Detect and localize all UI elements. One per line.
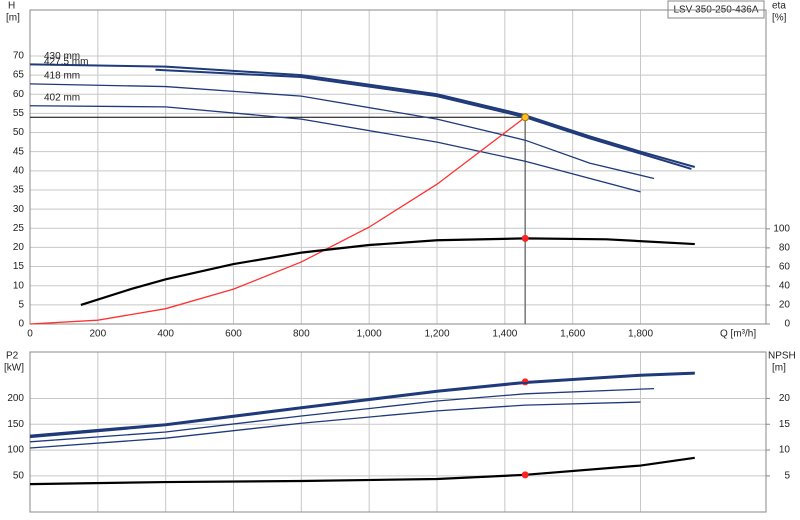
curve: [29, 456, 695, 486]
curve: [29, 401, 641, 449]
y-tick-label: 15: [13, 261, 25, 272]
curve: [29, 105, 641, 193]
y-tick-label: 20: [13, 242, 25, 253]
curve: [80, 237, 695, 307]
y-tick-label: 35: [13, 185, 25, 196]
y-unit: [kW]: [4, 363, 24, 374]
y2-tick-label: 0: [784, 319, 790, 330]
duty-point: [521, 113, 530, 122]
y-tick-label: 200: [7, 393, 24, 404]
y-tick-label: 70: [13, 51, 25, 62]
y2-tick-label: 40: [779, 281, 791, 292]
y-label: P2: [6, 351, 19, 362]
curve: [29, 372, 695, 439]
x-tick-label: 1,400: [492, 329, 517, 340]
y-tick-label: 25: [13, 223, 25, 234]
curve: [29, 387, 655, 443]
x-label: Q [m³/h]: [720, 329, 756, 340]
x-tick-label: 1,800: [628, 329, 653, 340]
y2-unit: [%]: [772, 13, 787, 24]
y2-tick-label: 20: [779, 300, 791, 311]
curve: [155, 68, 692, 170]
y-tick-label: 65: [13, 70, 25, 81]
y-tick-label: 60: [13, 89, 25, 100]
x-tick-label: 200: [89, 329, 106, 340]
y-label: H: [8, 1, 15, 12]
y-unit: [m]: [6, 13, 20, 24]
y-tick-label: 40: [13, 165, 25, 176]
x-tick-label: 1,000: [357, 329, 382, 340]
y-tick-label: 0: [18, 319, 24, 330]
y2-tick-label: 15: [779, 419, 791, 430]
x-tick-label: 800: [293, 329, 310, 340]
curve: [29, 83, 655, 180]
x-tick-label: 600: [225, 329, 242, 340]
y-tick-label: 50: [13, 127, 25, 138]
y2-tick-label: 100: [773, 223, 790, 234]
duty-marker: [521, 471, 529, 479]
x-tick-label: 1,200: [424, 329, 449, 340]
curve-label: 418 mm: [44, 71, 80, 82]
y2-tick-label: 20: [779, 393, 791, 404]
y-tick-label: 10: [13, 280, 25, 291]
x-tick-label: 1,600: [560, 329, 585, 340]
y2-tick-label: 10: [779, 445, 791, 456]
y-tick-label: 150: [7, 419, 24, 430]
curve: [29, 116, 526, 325]
y2-label: NPSH: [768, 351, 796, 362]
y2-tick-label: 80: [779, 243, 791, 254]
y2-tick-label: 5: [784, 471, 790, 482]
curve: [29, 63, 696, 168]
y2-label: eta: [772, 1, 786, 12]
y2-tick-label: 60: [779, 262, 791, 273]
y2-unit: [m]: [772, 363, 786, 374]
y-tick-label: 55: [13, 108, 25, 119]
curve: [29, 371, 695, 437]
plot-frame: [29, 351, 767, 513]
x-tick-label: 0: [27, 329, 33, 340]
x-tick-label: 400: [157, 329, 174, 340]
y-tick-label: 5: [18, 299, 24, 310]
y-tick-label: 100: [7, 445, 24, 456]
plot-frame: [29, 9, 767, 325]
curve-label: 402 mm: [44, 92, 80, 103]
curve-label: 430 mm: [44, 51, 80, 62]
duty-marker: [521, 234, 529, 242]
y-tick-label: 50: [13, 471, 25, 482]
y-tick-label: 45: [13, 146, 25, 157]
curve-label: 427.5 mm: [44, 56, 88, 67]
y-tick-label: 30: [13, 204, 25, 215]
